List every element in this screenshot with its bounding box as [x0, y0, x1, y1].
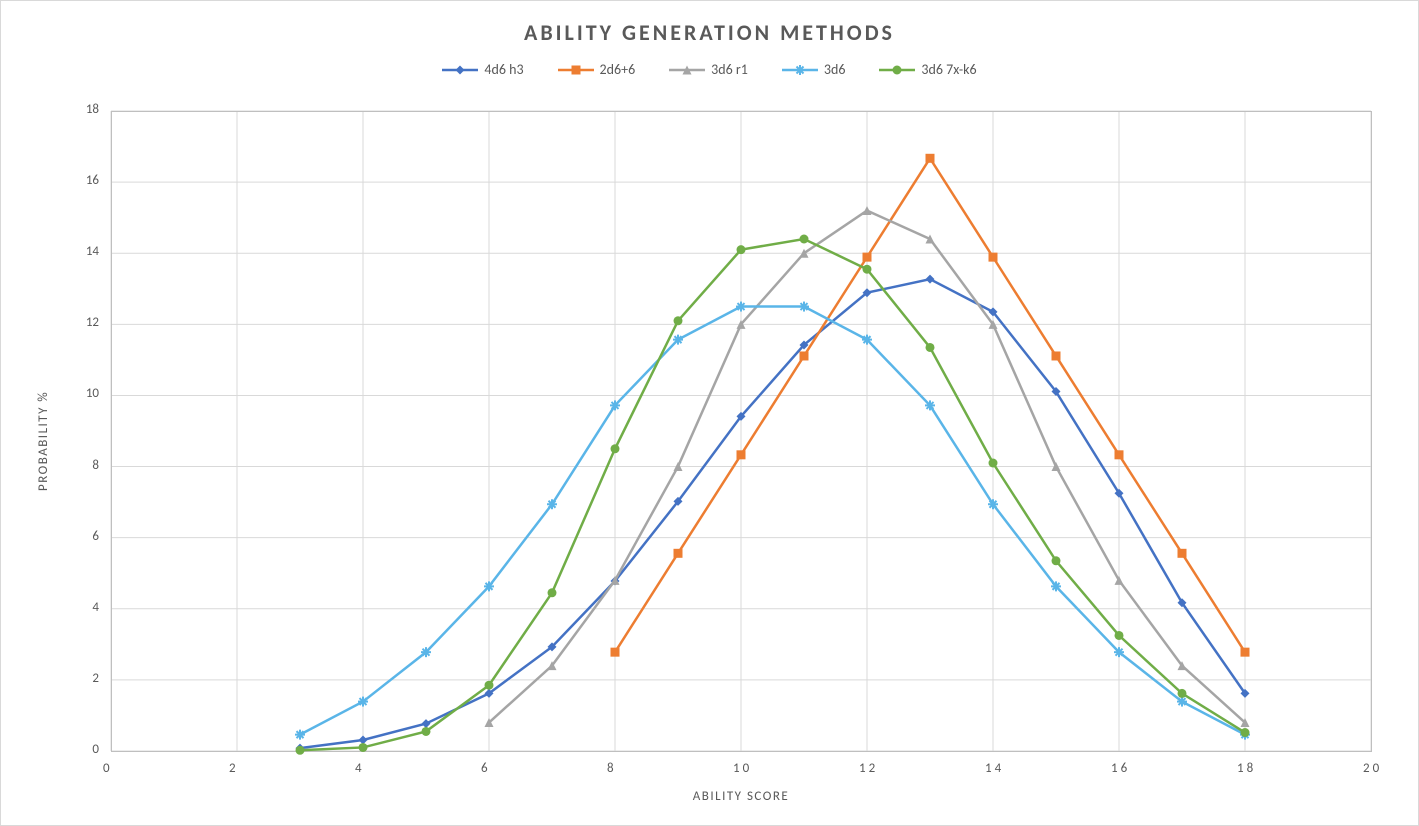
data-marker — [1052, 556, 1061, 565]
y-tick-label: 6 — [92, 529, 99, 544]
data-marker — [737, 245, 746, 254]
data-marker — [296, 746, 305, 755]
data-marker — [988, 499, 998, 509]
data-marker — [358, 697, 368, 707]
data-marker — [422, 727, 431, 736]
series-line — [300, 239, 1245, 750]
series-line — [300, 279, 1245, 748]
data-marker — [1241, 648, 1250, 657]
data-marker — [863, 265, 872, 274]
x-tick-label: 12 — [859, 761, 878, 776]
plot-area — [111, 111, 1373, 753]
data-marker — [485, 681, 494, 690]
series-line — [300, 307, 1245, 735]
chart-title: ABILITY GENERATION METHODS — [1, 19, 1418, 46]
x-tick-label: 20 — [1363, 761, 1382, 776]
y-tick-label: 18 — [86, 102, 99, 117]
data-marker — [295, 730, 305, 740]
data-marker — [1115, 450, 1124, 459]
data-marker — [800, 235, 809, 244]
x-tick-label: 16 — [1111, 761, 1130, 776]
data-marker — [1114, 647, 1124, 657]
legend-item: 2d6+6 — [558, 61, 636, 78]
x-tick-label: 4 — [355, 761, 362, 776]
x-tick-label: 14 — [985, 761, 1004, 776]
legend-label: 2d6+6 — [600, 61, 636, 78]
data-marker — [422, 719, 431, 728]
legend-swatch — [442, 63, 478, 77]
data-marker — [926, 275, 935, 284]
data-marker — [610, 400, 620, 410]
y-tick-label: 8 — [92, 458, 99, 473]
data-marker — [548, 588, 557, 597]
y-tick-label: 14 — [86, 244, 99, 259]
data-marker — [736, 302, 746, 312]
data-marker — [673, 335, 683, 345]
legend: 4d6 h3 2d6+6 3d6 r1 3d6 3d6 7x-k6 — [1, 61, 1418, 78]
data-marker — [799, 302, 809, 312]
data-marker — [674, 316, 683, 325]
legend-swatch — [879, 63, 915, 77]
data-marker — [611, 444, 620, 453]
data-marker — [1115, 631, 1124, 640]
legend-label: 3d6 — [824, 61, 846, 78]
legend-item: 3d6 — [782, 61, 846, 78]
legend-label: 3d6 r1 — [711, 61, 748, 78]
data-marker — [1241, 728, 1250, 737]
x-axis-label: ABILITY SCORE — [111, 789, 1371, 804]
legend-label: 3d6 7x-k6 — [921, 61, 976, 78]
data-marker — [737, 450, 746, 459]
x-tick-label: 8 — [607, 761, 614, 776]
x-tick-label: 18 — [1237, 761, 1256, 776]
x-tick-label: 2 — [229, 761, 236, 776]
y-tick-label: 12 — [86, 315, 99, 330]
data-marker — [800, 351, 809, 360]
data-marker — [926, 343, 935, 352]
y-tick-label: 2 — [92, 671, 99, 686]
legend-item: 4d6 h3 — [442, 61, 523, 78]
data-marker — [547, 499, 557, 509]
data-marker — [926, 154, 935, 163]
y-tick-label: 4 — [92, 600, 99, 615]
legend-item: 3d6 7x-k6 — [879, 61, 976, 78]
data-marker — [862, 335, 872, 345]
data-marker — [925, 400, 935, 410]
x-tick-label: 6 — [481, 761, 488, 776]
data-marker — [989, 459, 998, 468]
data-marker — [926, 235, 935, 244]
data-marker — [359, 743, 368, 752]
data-marker — [863, 253, 872, 262]
legend-item: 3d6 r1 — [669, 61, 748, 78]
data-marker — [1178, 689, 1187, 698]
data-marker — [674, 549, 683, 558]
data-marker — [1178, 549, 1187, 558]
data-marker — [1052, 351, 1061, 360]
legend-swatch — [669, 63, 705, 77]
data-marker — [611, 648, 620, 657]
y-tick-label: 16 — [86, 173, 99, 188]
data-marker — [989, 253, 998, 262]
data-marker — [1177, 697, 1187, 707]
data-marker — [421, 647, 431, 657]
x-tick-label: 10 — [733, 761, 752, 776]
legend-swatch — [558, 63, 594, 77]
legend-label: 4d6 h3 — [484, 61, 523, 78]
x-tick-label: 0 — [103, 761, 110, 776]
legend-swatch — [782, 63, 818, 77]
data-marker — [863, 206, 872, 215]
chart-container: ABILITY GENERATION METHODS 4d6 h3 2d6+6 … — [0, 0, 1419, 826]
y-axis-label: PROBABILITY % — [36, 391, 51, 491]
y-tick-label: 0 — [92, 742, 99, 757]
y-tick-label: 10 — [86, 386, 99, 401]
